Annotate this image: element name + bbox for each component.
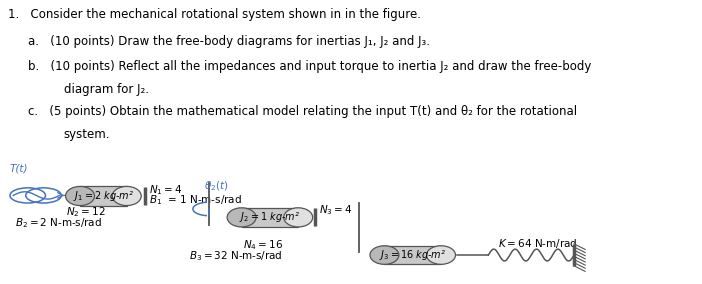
- Text: $J_1 = 2$ kg-m²: $J_1 = 2$ kg-m²: [73, 189, 134, 203]
- Ellipse shape: [65, 186, 95, 206]
- Text: $B_1$  = 1 N-m-s/rad: $B_1$ = 1 N-m-s/rad: [149, 193, 241, 207]
- Ellipse shape: [370, 246, 399, 264]
- Text: $N_3 = 4$: $N_3 = 4$: [319, 203, 352, 217]
- Ellipse shape: [427, 246, 456, 264]
- Text: $N_2 = 12$: $N_2 = 12$: [66, 205, 105, 219]
- Text: system.: system.: [64, 128, 110, 141]
- Text: $K = 64$ N-m/rad: $K = 64$ N-m/rad: [498, 237, 578, 250]
- Text: $N_1 = 4$: $N_1 = 4$: [149, 183, 183, 197]
- Text: $\theta_2(t)$: $\theta_2(t)$: [204, 179, 229, 193]
- Ellipse shape: [227, 208, 256, 227]
- Text: $B_3= 32$ N-m-s/rad: $B_3= 32$ N-m-s/rad: [189, 249, 283, 263]
- Ellipse shape: [112, 186, 141, 206]
- Text: $N_4 = 16$: $N_4 = 16$: [243, 238, 283, 252]
- Bar: [80, 186, 127, 206]
- Text: c.   (5 points) Obtain the mathematical model relating the input T(t) and θ₂ for: c. (5 points) Obtain the mathematical mo…: [27, 105, 577, 118]
- Bar: [241, 208, 298, 227]
- Text: T(t): T(t): [9, 163, 28, 173]
- Text: 1.   Consider the mechanical rotational system shown in in the figure.: 1. Consider the mechanical rotational sy…: [8, 9, 421, 21]
- Text: $J_2 = 1$ kg-m²: $J_2 = 1$ kg-m²: [239, 210, 300, 224]
- Ellipse shape: [284, 208, 312, 227]
- Bar: [385, 246, 441, 264]
- Text: diagram for J₂.: diagram for J₂.: [64, 83, 149, 96]
- Text: b.   (10 points) Reflect all the impedances and input torque to inertia J₂ and d: b. (10 points) Reflect all the impedance…: [27, 60, 591, 74]
- Text: a.   (10 points) Draw the free-body diagrams for inertias J₁, J₂ and J₃.: a. (10 points) Draw the free-body diagra…: [27, 35, 430, 48]
- Text: $J_3 = 16$ kg-m²: $J_3 = 16$ kg-m²: [379, 248, 446, 262]
- Text: $B_2 = 2$ N-m-s/rad: $B_2 = 2$ N-m-s/rad: [15, 216, 102, 230]
